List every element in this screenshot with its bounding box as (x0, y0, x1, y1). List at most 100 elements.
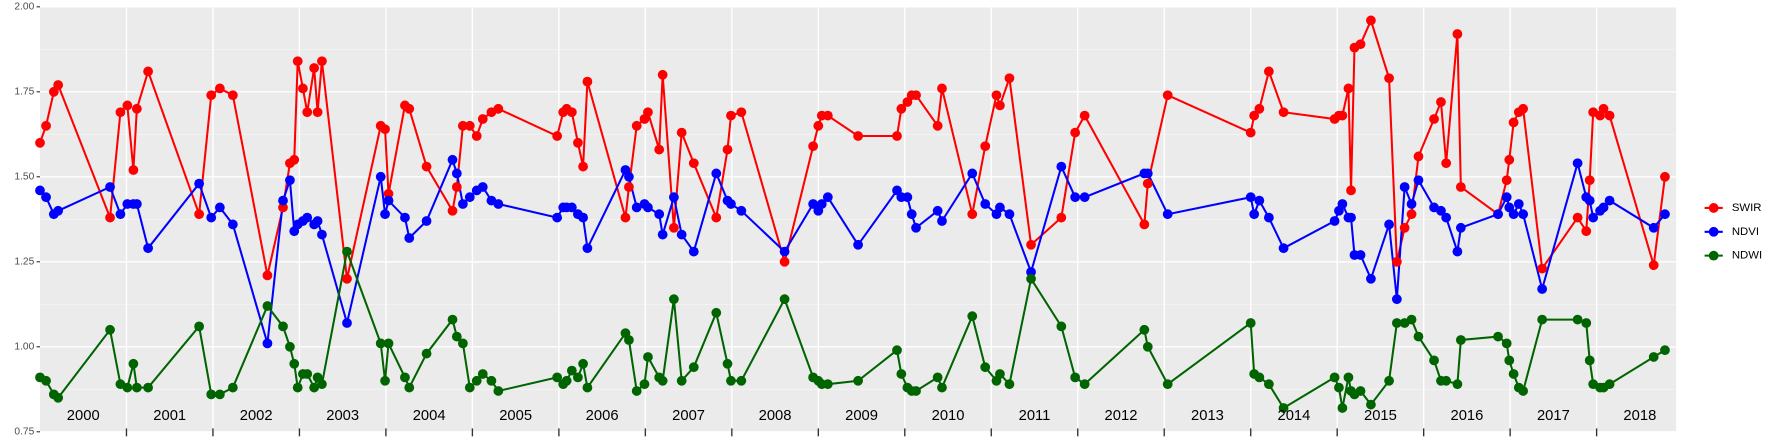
data-point (404, 233, 415, 243)
data-point (932, 372, 943, 383)
data-point (1142, 178, 1153, 189)
legend: SWIR NDVI NDWI (1704, 202, 1762, 262)
data-point (1455, 335, 1466, 345)
data-point (566, 365, 577, 376)
data-point (1537, 314, 1548, 325)
data-point (312, 107, 323, 118)
legend-label: NDWI (1732, 250, 1762, 262)
data-point (262, 301, 273, 311)
data-point (1584, 175, 1595, 186)
data-point (711, 212, 722, 223)
data-point (227, 90, 238, 101)
data-point (1441, 212, 1452, 223)
data-point (578, 358, 588, 369)
data-point (816, 199, 827, 209)
data-point (566, 107, 577, 118)
data-point (342, 246, 352, 257)
data-point (643, 352, 653, 362)
data-point (214, 202, 225, 213)
data-point (736, 205, 747, 216)
data-point (262, 270, 273, 281)
data-point (131, 199, 142, 209)
data-point (1139, 219, 1150, 230)
data-point (552, 131, 563, 141)
data-point (1162, 209, 1173, 220)
data-point (1399, 182, 1410, 192)
data-point (1278, 243, 1289, 254)
data-point (808, 199, 819, 209)
data-point (451, 331, 462, 342)
data-point (262, 338, 273, 349)
x-tick-label: 2004 (413, 408, 446, 424)
x-tick-label: 2002 (240, 408, 273, 424)
data-point (214, 389, 225, 400)
data-point (822, 110, 833, 121)
data-point (477, 182, 488, 192)
data-point (1278, 403, 1289, 413)
data-point (421, 216, 432, 226)
data-point (676, 229, 687, 240)
data-point (779, 294, 790, 305)
data-point (298, 83, 308, 94)
data-point (654, 144, 665, 155)
data-point (383, 195, 394, 206)
data-point (1026, 239, 1036, 250)
data-point (1584, 195, 1595, 206)
data-point (194, 209, 205, 220)
data-point (1384, 73, 1394, 84)
data-point (552, 212, 563, 223)
data-point (624, 171, 634, 182)
data-point (808, 141, 819, 152)
data-point (1660, 345, 1670, 356)
data-point (457, 199, 468, 209)
data-point (128, 165, 139, 175)
data-point (654, 209, 665, 220)
data-point (853, 375, 863, 386)
data-point (309, 63, 320, 73)
data-point (1079, 192, 1090, 203)
data-point (122, 382, 133, 393)
data-point (1406, 199, 1417, 209)
data-point (1436, 97, 1446, 107)
data-point (561, 375, 572, 386)
data-point (726, 110, 736, 121)
data-point (1254, 103, 1265, 114)
x-tick-label: 2008 (759, 408, 792, 424)
data-point (896, 369, 907, 379)
data-point (657, 69, 668, 80)
x-tick-label: 2011 (1019, 408, 1051, 424)
data-point (292, 382, 303, 393)
data-point (457, 120, 468, 131)
data-point (451, 182, 462, 192)
data-point (1501, 338, 1512, 349)
data-point (566, 202, 577, 213)
data-point (115, 107, 126, 118)
data-point (1079, 110, 1090, 121)
data-point (896, 103, 907, 114)
data-point (35, 137, 45, 148)
y-tick-label: 1.25 (14, 256, 34, 267)
data-point (342, 273, 352, 284)
data-point (911, 222, 921, 233)
data-point (736, 107, 747, 118)
data-point (1452, 246, 1463, 257)
data-point (726, 199, 736, 209)
data-point (285, 341, 295, 352)
data-point (779, 256, 790, 267)
data-point (493, 199, 504, 209)
data-point (1337, 403, 1348, 413)
data-point (447, 154, 458, 165)
legend-marker (1708, 250, 1719, 261)
data-point (1518, 103, 1529, 114)
data-point (582, 243, 593, 254)
data-point (477, 369, 488, 379)
x-tick-label: 2009 (845, 408, 878, 424)
data-point (1660, 171, 1670, 182)
data-point (41, 120, 51, 131)
data-point (1254, 372, 1265, 383)
data-point (1056, 212, 1067, 223)
data-point (1406, 314, 1417, 325)
data-point (375, 171, 386, 182)
data-point (1263, 379, 1274, 390)
data-point (1660, 209, 1670, 220)
